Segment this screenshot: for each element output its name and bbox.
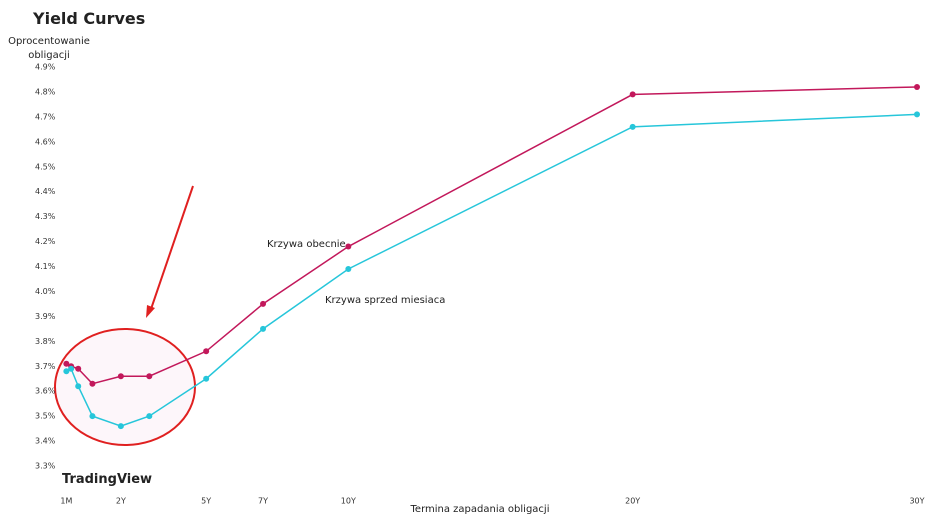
point xyxy=(914,111,920,118)
x-tick-label: 2Y xyxy=(116,497,126,506)
point xyxy=(629,123,636,130)
x-tick-label: 20Y xyxy=(625,497,640,506)
point xyxy=(345,243,352,250)
point xyxy=(146,413,153,420)
y-tick-label: 4.7% xyxy=(35,112,56,121)
legend-label: Krzywa sprzed miesiaca xyxy=(325,295,445,306)
x-tick-label: 5Y xyxy=(201,497,211,506)
arrow-head xyxy=(146,305,155,318)
y-tick-label: 4.1% xyxy=(35,262,56,271)
point xyxy=(629,91,636,98)
x-axis-label: Termina zapadania obligacji xyxy=(410,504,550,515)
y-tick-label: 4.8% xyxy=(35,87,56,96)
y-tick-label: 4.0% xyxy=(35,287,56,296)
point xyxy=(63,368,70,375)
point xyxy=(75,365,82,372)
point xyxy=(63,360,70,367)
y-tick-label: 3.6% xyxy=(35,387,56,396)
point xyxy=(89,380,96,387)
point xyxy=(117,423,124,430)
point xyxy=(68,365,75,372)
point xyxy=(75,383,82,390)
point xyxy=(117,373,124,380)
y-tick-label: 4.5% xyxy=(35,162,56,171)
point xyxy=(203,375,210,382)
y-tick-label: 4.9% xyxy=(35,63,56,72)
y-axis-label: Oprocentowanie obligacji xyxy=(8,36,90,61)
y-tick-label: 4.4% xyxy=(35,187,56,196)
point xyxy=(146,373,153,380)
watermark: TradingView xyxy=(62,472,153,487)
y-tick-label: 4.6% xyxy=(35,137,56,146)
point xyxy=(203,348,210,355)
x-tick-label: 7Y xyxy=(258,497,268,506)
y-tick-label: 3.7% xyxy=(35,362,56,371)
y-tick-label: 3.5% xyxy=(35,412,56,421)
y-tick-label: 3.4% xyxy=(35,437,56,446)
x-tick-label: 10Y xyxy=(341,497,356,506)
point xyxy=(89,413,96,420)
y-tick-label: 3.8% xyxy=(35,337,56,346)
legend-label: Krzywa obecnie xyxy=(267,239,346,250)
y-tick-label: 3.3% xyxy=(35,462,56,471)
x-tick-label: 30Y xyxy=(909,497,924,506)
y-tick-label: 4.2% xyxy=(35,237,56,246)
y-tick-label: 3.9% xyxy=(35,312,56,321)
chart-title: Yield Curves xyxy=(33,9,146,28)
point xyxy=(914,83,920,90)
line xyxy=(66,86,918,385)
point xyxy=(345,265,352,272)
point xyxy=(260,325,267,332)
x-tick-label: 1M xyxy=(60,497,72,506)
y-tick-label: 4.3% xyxy=(35,212,56,221)
arrow xyxy=(149,185,194,313)
point xyxy=(260,300,267,307)
